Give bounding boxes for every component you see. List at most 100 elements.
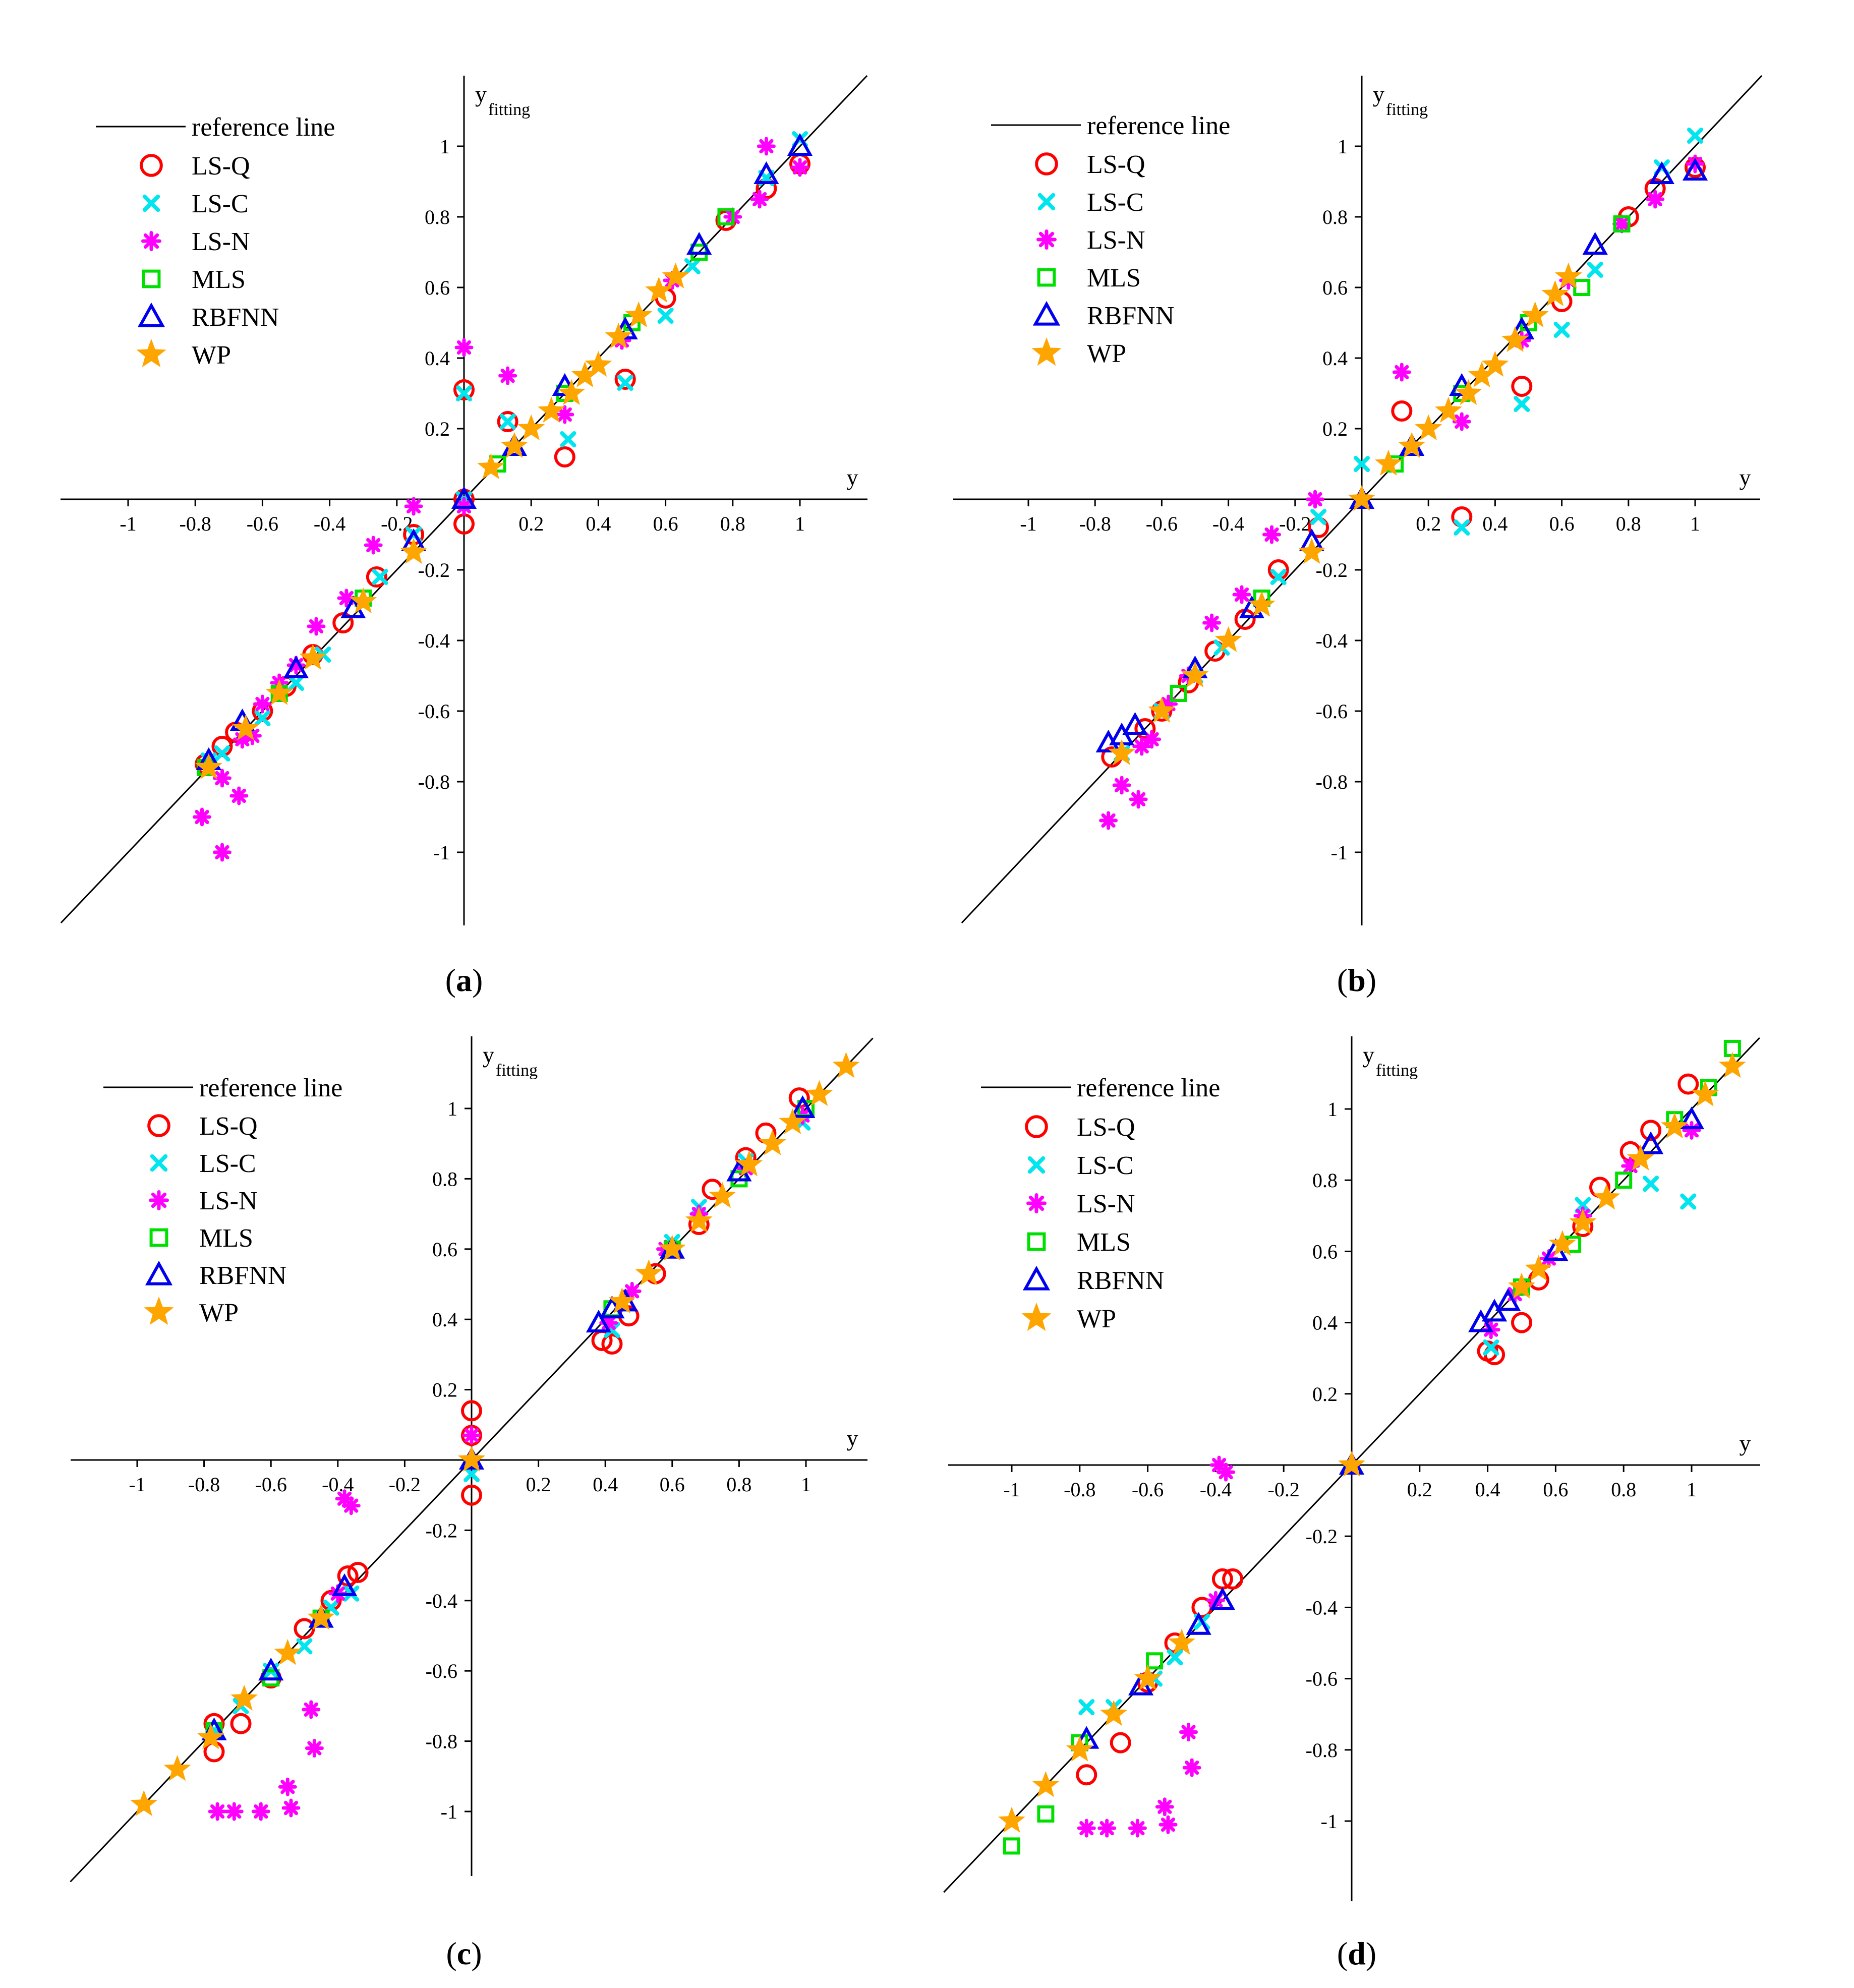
- legend-label-mls: MLS: [192, 265, 246, 294]
- x-tick-label: 0.8: [1616, 512, 1641, 535]
- data-point-lsn: [498, 366, 517, 385]
- legend-label-rbf: RBFNN: [199, 1261, 286, 1290]
- data-point-lsn: [208, 1802, 227, 1821]
- data-point-lsq: [366, 566, 387, 588]
- y-tick-label: -1: [433, 841, 450, 864]
- legend-marker-lsn: [149, 1190, 169, 1210]
- data-point-lsc: [1078, 1699, 1095, 1716]
- x-tick-label: 0.8: [720, 512, 745, 535]
- y-axis-label: y: [483, 1042, 494, 1068]
- data-point-wp: [662, 262, 689, 288]
- y-tick-label: -0.6: [1316, 700, 1348, 723]
- legend-marker-mls: [142, 269, 161, 288]
- series-lsq: [203, 1087, 810, 1763]
- data-point-wp: [585, 350, 612, 377]
- y-tick-label: 0.8: [1322, 206, 1348, 228]
- data-point-lsc: [1680, 1193, 1697, 1210]
- data-point-wp: [1134, 1664, 1162, 1690]
- data-point-wp: [1066, 1735, 1093, 1762]
- x-tick-label: 0.6: [653, 512, 678, 535]
- legend-label-lsn: LS-N: [1087, 226, 1145, 255]
- legend-marker-lsq: [147, 1114, 170, 1137]
- data-point-wp: [1554, 262, 1582, 288]
- data-point-lsq: [614, 369, 636, 390]
- data-point-lsn: [404, 497, 423, 516]
- legend-marker-rbf: [1032, 301, 1061, 326]
- legend-label-lsq: LS-Q: [1087, 150, 1145, 179]
- data-point-rbf: [1468, 1309, 1494, 1332]
- x-tick-label: 0.8: [726, 1473, 751, 1496]
- legend-label-lsn: LS-N: [1077, 1190, 1135, 1218]
- data-point-wp: [1398, 432, 1426, 458]
- data-point-wp: [400, 538, 428, 564]
- data-point-wp: [265, 679, 293, 705]
- x-tick-label: -0.8: [188, 1473, 220, 1496]
- data-point-wp: [1661, 1112, 1689, 1139]
- data-point-wp: [477, 453, 505, 479]
- series-rbf: [1095, 157, 1708, 752]
- data-point-lsc: [1575, 1197, 1591, 1213]
- data-point-lsn: [1216, 1463, 1236, 1482]
- data-point-lsn: [1646, 190, 1665, 209]
- data-point-lsn: [1621, 1156, 1640, 1176]
- legend-label-reference-line: reference line: [192, 113, 335, 142]
- y-axis-label: y: [1373, 81, 1384, 107]
- data-point-rbf: [258, 1658, 284, 1681]
- data-point-lsn: [233, 730, 252, 749]
- x-tick-label: -1: [1003, 1478, 1020, 1501]
- data-point-wp: [1501, 326, 1529, 352]
- data-point-wp: [1374, 449, 1402, 476]
- data-point-lsq: [1076, 1764, 1097, 1786]
- panel-caption: (c): [446, 1936, 482, 1971]
- data-point-rbf: [1649, 161, 1674, 184]
- data-point-lsn: [1155, 1797, 1174, 1817]
- y-tick-label: -0.2: [418, 559, 450, 581]
- x-tick-label: -1: [120, 512, 136, 535]
- series-wp: [130, 1051, 860, 1817]
- y-tick-label: 0.8: [425, 206, 450, 228]
- data-point-wp: [1298, 538, 1325, 564]
- data-point-lsc: [1483, 1339, 1499, 1356]
- data-point-lsc: [1687, 128, 1703, 144]
- x-tick-label: 0.6: [660, 1473, 685, 1496]
- data-point-wp: [1032, 1771, 1060, 1797]
- y-axis-label-subscript: fitting: [1386, 100, 1428, 119]
- y-tick-label: 0.4: [1322, 347, 1348, 370]
- data-point-lsn: [335, 1489, 354, 1508]
- x-tick-label: -1: [129, 1473, 145, 1496]
- x-tick-label: -0.2: [1279, 512, 1311, 535]
- data-point-lsq: [1511, 376, 1533, 397]
- data-point-wp: [538, 396, 565, 423]
- data-point-lsq: [601, 1333, 623, 1355]
- data-point-lsn: [213, 843, 231, 862]
- data-point-lsc: [1354, 456, 1370, 472]
- data-point-lsq: [347, 1562, 369, 1584]
- series-lsn: [1099, 154, 1705, 830]
- data-point-lsn: [1099, 811, 1118, 830]
- data-point-lsc: [1270, 569, 1287, 585]
- data-point-wp: [832, 1051, 860, 1078]
- data-point-lsn: [1262, 525, 1281, 544]
- legend-marker-lsn: [1026, 1193, 1047, 1213]
- data-point-wp: [1434, 396, 1462, 423]
- legend-label-lsc: LS-C: [1087, 188, 1144, 217]
- data-point-mls: [1170, 685, 1187, 702]
- data-point-wp: [350, 587, 377, 613]
- data-point-lsc: [657, 308, 674, 324]
- x-tick-label: 0.4: [593, 1473, 618, 1496]
- legend-label-mls: MLS: [1087, 264, 1141, 293]
- legend-marker-lsn: [1036, 229, 1057, 250]
- legend-marker-rbf: [137, 302, 165, 327]
- data-point-wp: [759, 1129, 786, 1155]
- legend-label-lsc: LS-C: [1077, 1151, 1134, 1180]
- panel-caption: (b): [1337, 962, 1376, 998]
- panel-d: -1 -0.8 -0.6 -0.4 -0.2 0.2 0.4 0.6 0.8 1 1 0.8 0.6 0.…: [943, 1036, 1760, 1971]
- data-point-wp: [1415, 414, 1442, 440]
- data-point-lsc: [296, 1638, 313, 1655]
- data-point-lsc: [560, 431, 576, 447]
- y-axis-label-subscript: fitting: [488, 100, 530, 119]
- data-point-lsq: [497, 411, 518, 432]
- x-tick-label: -0.4: [322, 1473, 354, 1496]
- data-point-lsc: [1553, 322, 1570, 338]
- y-tick-label: -1: [1321, 1810, 1338, 1833]
